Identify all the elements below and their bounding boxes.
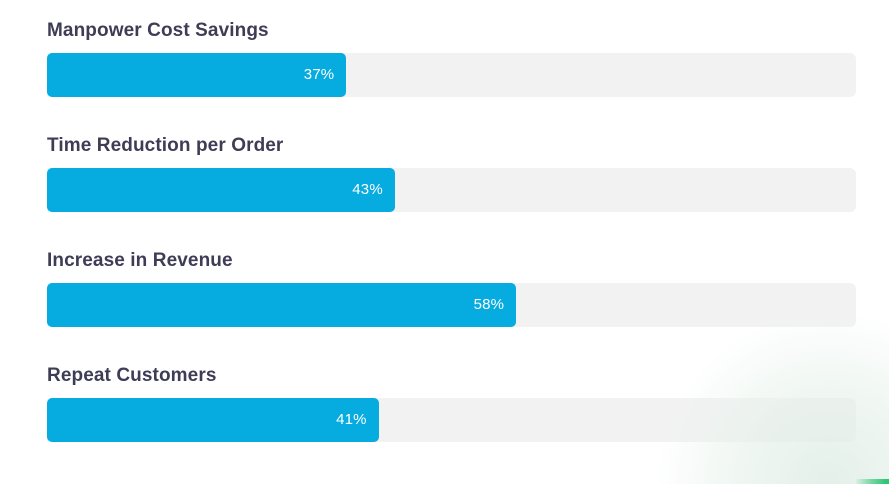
progress-value-label: 37% bbox=[303, 66, 335, 83]
progress-fill: 41% bbox=[47, 398, 379, 442]
metric-row: Time Reduction per Order 43% bbox=[47, 133, 856, 212]
metric-title: Manpower Cost Savings bbox=[47, 20, 269, 41]
progress-track: 43% bbox=[47, 168, 856, 212]
progress-fill: 58% bbox=[47, 283, 517, 327]
metric-title: Increase in Revenue bbox=[47, 250, 233, 271]
metric-row: Manpower Cost Savings 37% bbox=[47, 18, 856, 97]
progress-value-label: 41% bbox=[336, 411, 367, 428]
progress-value-label: 43% bbox=[352, 181, 383, 198]
progress-track: 41% bbox=[47, 398, 856, 442]
progress-track: 37% bbox=[47, 53, 856, 97]
progress-fill: 37% bbox=[47, 53, 347, 97]
green-accent-sliver bbox=[856, 479, 889, 484]
progress-fill: 43% bbox=[47, 168, 395, 212]
metric-title: Time Reduction per Order bbox=[47, 135, 284, 156]
metric-row: Increase in Revenue 58% bbox=[47, 248, 856, 327]
metrics-panel: Manpower Cost Savings 37% Time Reduction… bbox=[47, 18, 856, 478]
progress-track: 58% bbox=[47, 283, 856, 327]
progress-value-label: 58% bbox=[473, 296, 505, 313]
metric-row: Repeat Customers 41% bbox=[47, 363, 856, 442]
metric-title: Repeat Customers bbox=[47, 365, 217, 386]
